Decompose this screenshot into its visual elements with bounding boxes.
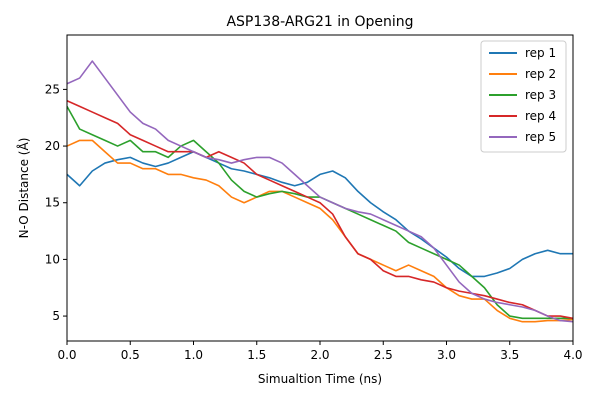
x-tick-label: 2.5 xyxy=(374,348,393,362)
series-line-rep-2 xyxy=(67,139,573,323)
x-tick-label: 1.0 xyxy=(184,348,203,362)
legend-label: rep 1 xyxy=(525,46,556,60)
series-layer xyxy=(67,60,573,323)
series-line-rep-4 xyxy=(67,99,573,320)
y-tick-label: 15 xyxy=(45,196,60,210)
x-tick-label: 3.0 xyxy=(437,348,456,362)
legend-label: rep 3 xyxy=(525,88,556,102)
legend-label: rep 5 xyxy=(525,130,556,144)
y-tick-label: 20 xyxy=(45,139,60,153)
x-tick-label: 3.5 xyxy=(500,348,519,362)
legend-label: rep 2 xyxy=(525,67,556,81)
series-line-rep-1 xyxy=(67,150,573,278)
series-line-rep-5 xyxy=(67,60,573,323)
x-tick-label: 2.0 xyxy=(310,348,329,362)
x-tick-label: 0.5 xyxy=(121,348,140,362)
x-axis-label: Simualtion Time (ns) xyxy=(258,372,382,386)
chart-title: ASP138-ARG21 in Opening xyxy=(226,14,413,30)
x-axis-ticks: 0.0 0.5 1.0 1.5 2.0 2.5 3.0 3.5 4.0 xyxy=(57,341,583,362)
y-tick-label: 5 xyxy=(52,309,60,323)
y-tick-label: 10 xyxy=(45,252,60,266)
legend-box xyxy=(480,40,567,153)
y-axis-label: N-O Distance (Å) xyxy=(16,138,31,239)
y-axis-ticks: 5 10 15 20 25 xyxy=(45,82,67,323)
legend-label: rep 4 xyxy=(525,109,556,123)
x-tick-label: 4.0 xyxy=(563,348,582,362)
x-tick-label: 1.5 xyxy=(247,348,266,362)
y-tick-label: 25 xyxy=(45,82,60,96)
x-tick-label: 0.0 xyxy=(57,348,76,362)
legend: rep 1 rep 2 rep 3 rep 4 rep 5 xyxy=(480,40,567,153)
